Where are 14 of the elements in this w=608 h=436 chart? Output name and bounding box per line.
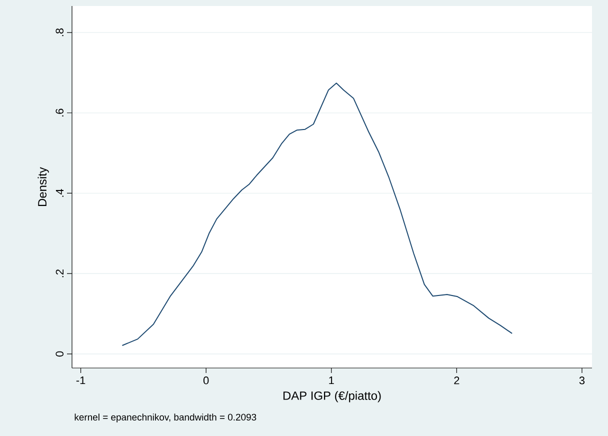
x-tick-label: 3 — [579, 376, 585, 384]
text: kernel = epanechnikov, bandwidth = 0.2093 — [74, 414, 256, 422]
x-axis-title: DAP IGP (€/piatto) — [283, 391, 381, 402]
line-series — [122, 82, 513, 346]
x-tick-label: -1 — [76, 376, 86, 384]
y-tick-label: .8 — [56, 28, 64, 36]
x-tick-label: 1 — [329, 376, 334, 384]
y-tick-label: 0 — [56, 351, 64, 357]
y-axis-title: Density — [38, 167, 49, 206]
x-tick-label: 0 — [203, 376, 209, 384]
y-tick-label: .2 — [56, 270, 64, 278]
x-tick-label: 2 — [454, 376, 460, 384]
y-tick-label: .6 — [56, 108, 64, 116]
y-tick-label: .4 — [56, 188, 64, 197]
